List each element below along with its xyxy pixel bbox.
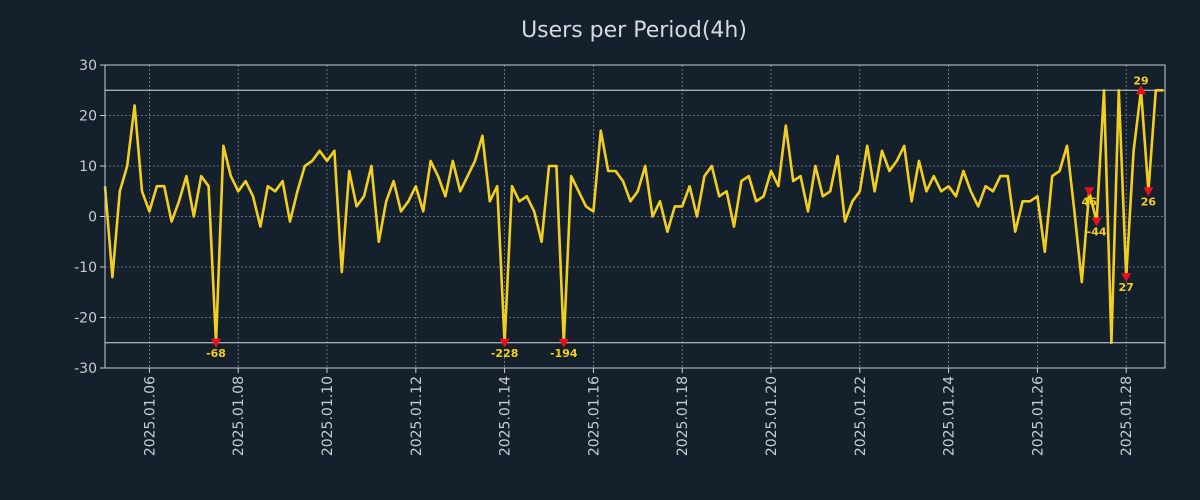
plot-frame [104,64,1166,369]
x-tick-label: 2025.01.28 [1119,376,1135,456]
outlier-label: 46 [1082,195,1098,208]
outlier-marker [499,338,510,348]
outlier-marker [1121,273,1132,283]
outlier-marker [558,338,569,348]
outlier-label: -44 [1087,226,1107,239]
y-tick-label: 30 [79,58,97,74]
y-tick-label: -10 [74,260,97,276]
x-tick-label: 2025.01.18 [675,376,691,456]
outlier-marker [1084,187,1095,197]
x-tick-label: 2025.01.20 [764,376,780,456]
x-tick-label: 2025.01.24 [942,376,958,456]
x-tick-label: 2025.01.10 [320,376,336,456]
outlier-marker [211,338,221,348]
y-axis: -30 -20 -10 0 10 20 30 [74,58,105,377]
x-tick-label: 2025.01.16 [586,376,602,456]
y-tick-label: 10 [79,159,97,175]
y-tick-label: 20 [79,109,97,125]
clip-lines [105,89,1165,344]
x-tick-label: 2025.01.12 [409,376,425,456]
outlier-label: -228 [491,347,519,360]
series-line [103,89,1164,345]
y-tick-label: -20 [74,311,97,327]
outlier-label: 29 [1133,74,1148,87]
outlier-label: -194 [550,347,578,360]
x-axis: 2025.01.06 2025.01.08 2025.01.10 2025.01.12… [142,368,1135,456]
x-tick-label: 2025.01.14 [498,376,514,456]
y-tick-label: -30 [74,361,97,377]
outlier-label: 26 [1141,195,1157,208]
outlier-markers: -68 -228 -194 46 -44 27 29 26 [206,74,1156,360]
outlier-marker [1136,85,1146,95]
x-tick-label: 2025.01.26 [1030,376,1046,456]
x-tick-label: 2025.01.06 [142,376,158,456]
outlier-label: 27 [1119,281,1134,294]
outlier-label: -68 [206,347,226,360]
y-tick-label: 0 [88,210,97,226]
outlier-marker [1091,217,1102,227]
grid [105,65,1165,368]
outlier-marker [1143,187,1154,197]
x-tick-label: 2025.01.22 [853,376,869,456]
chart-title: Users per Period(4h) [521,18,747,43]
x-tick-label: 2025.01.08 [231,376,247,456]
